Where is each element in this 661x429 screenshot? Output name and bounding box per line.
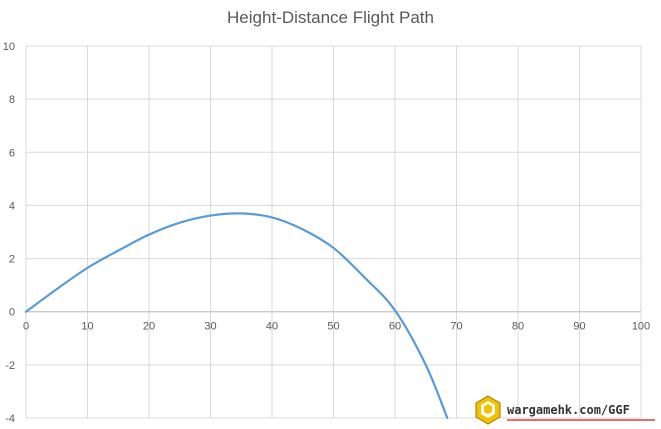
- y-tick-label: 6: [9, 147, 15, 159]
- ggf-logo-icon: [475, 395, 501, 425]
- watermark-text: wargamehk.com/GGF: [507, 403, 630, 417]
- y-tick-label: 2: [9, 254, 15, 266]
- chart-title: Height-Distance Flight Path: [227, 8, 434, 27]
- x-tick-label: 0: [23, 321, 29, 333]
- y-tick-label: 8: [9, 94, 15, 106]
- series-line: [24, 212, 449, 420]
- x-tick-label: 70: [450, 321, 462, 333]
- grid-lines: [25, 45, 642, 419]
- y-tick-label: 10: [3, 41, 15, 53]
- x-tick-label: 100: [632, 321, 650, 333]
- series-layer: [24, 212, 449, 420]
- y-tick-label: -4: [5, 413, 15, 425]
- watermark: wargamehk.com/GGF: [475, 395, 655, 425]
- x-tick-label: 50: [327, 321, 339, 333]
- y-tick-label: 0: [9, 307, 15, 319]
- y-tick-label: 4: [9, 200, 15, 212]
- x-axis-tick-labels: 0 10 20 30 40 50 60 70 80 90 100: [23, 321, 650, 333]
- x-tick-label: 10: [81, 321, 93, 333]
- x-tick-label: 20: [143, 321, 155, 333]
- y-axis-tick-labels: -4 -2 0 2 4 6 8 10: [3, 41, 15, 425]
- x-tick-label: 60: [389, 321, 401, 333]
- x-tick-label: 40: [266, 321, 278, 333]
- y-tick-label: -2: [5, 360, 15, 372]
- x-tick-label: 90: [573, 321, 585, 333]
- x-tick-label: 30: [204, 321, 216, 333]
- x-tick-label: 80: [512, 321, 524, 333]
